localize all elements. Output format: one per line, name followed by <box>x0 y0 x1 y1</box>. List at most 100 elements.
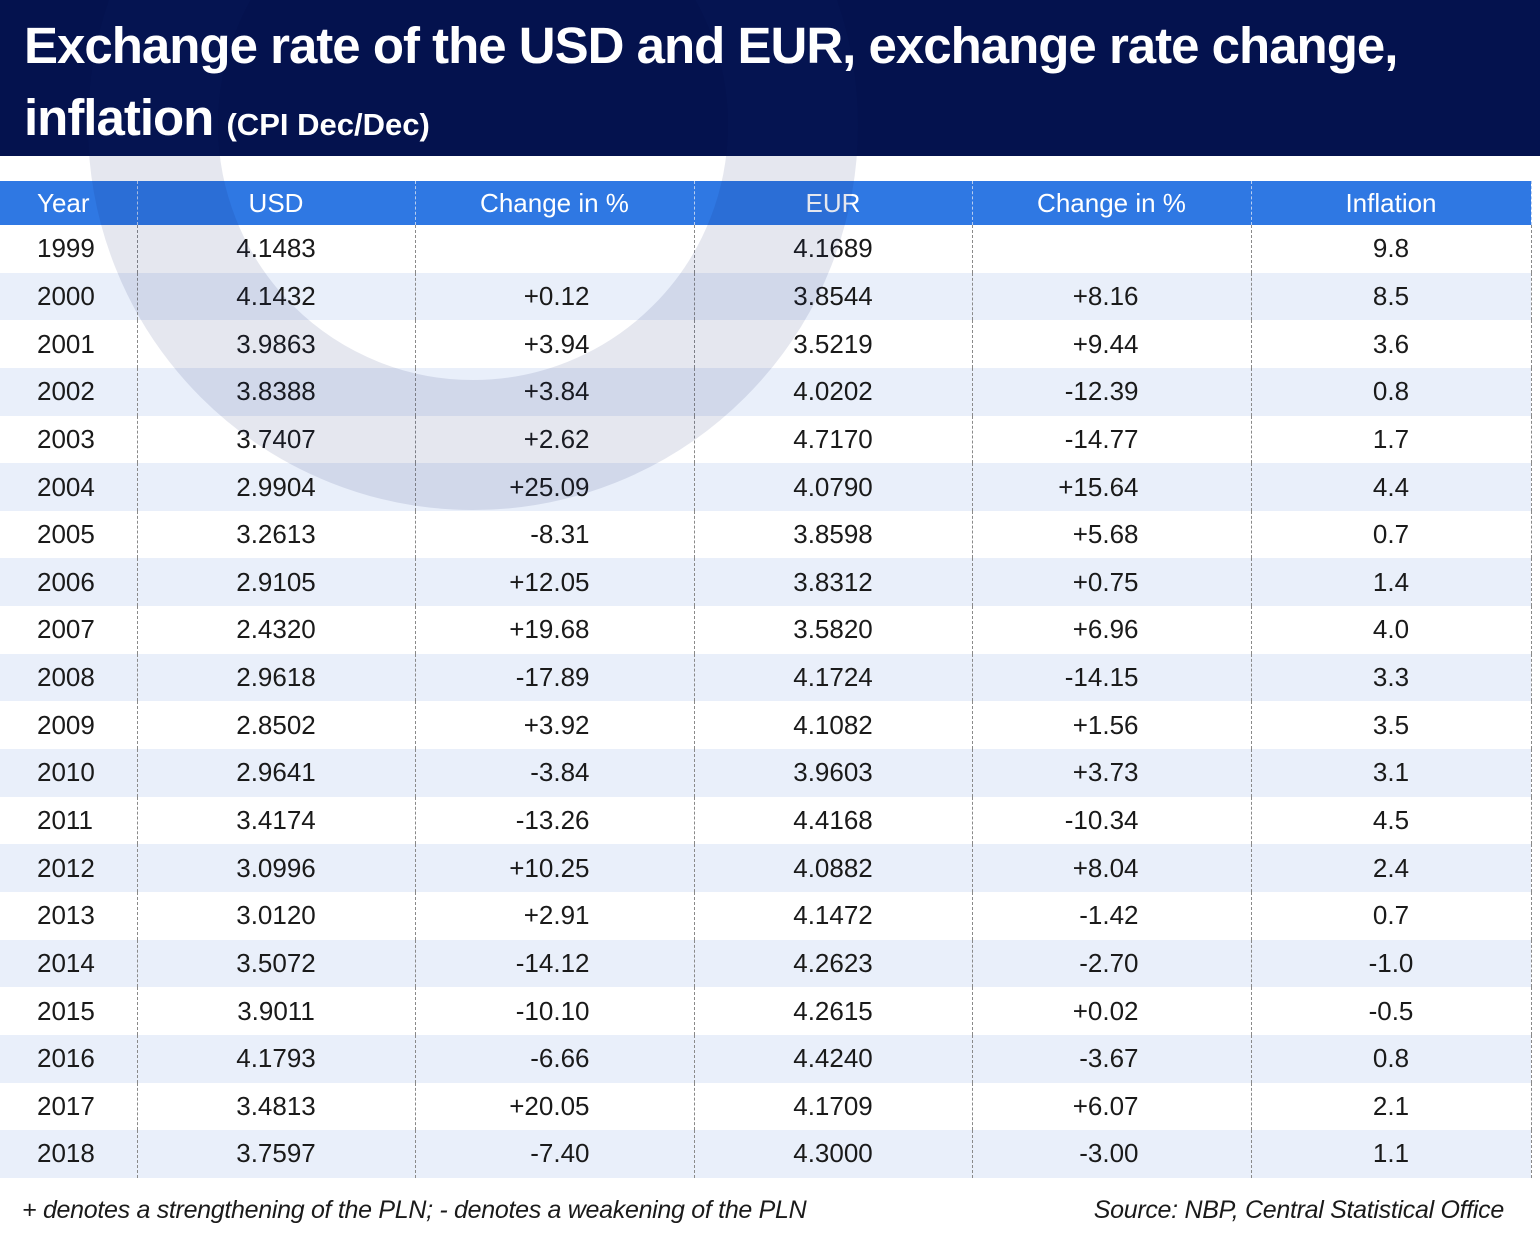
cell-inflation: 2.4 <box>1251 844 1532 892</box>
cell-eur: 4.4168 <box>694 796 973 845</box>
cell-year: 2012 <box>0 844 138 892</box>
cell-eur-change: -14.15 <box>972 653 1252 702</box>
table-row: 2002 3.8388 +3.84 4.0202 -12.39 0.8 <box>0 367 1532 416</box>
table-row: 2017 3.4813 +20.05 4.1709 +6.07 2.1 <box>0 1082 1532 1131</box>
cell-inflation: 0.7 <box>1251 510 1532 559</box>
cell-usd-change: +12.05 <box>415 558 695 607</box>
cell-usd: 2.9618 <box>137 653 416 702</box>
table-row: 2000 4.1432 +0.12 3.8544 +8.16 8.5 <box>0 272 1532 321</box>
cell-usd-change: +25.09 <box>415 463 695 511</box>
source-note: Source: NBP, Central Statistical Office <box>1093 1196 1505 1224</box>
cell-eur-change: +0.02 <box>972 987 1252 1035</box>
cell-inflation: 0.8 <box>1251 367 1532 416</box>
cell-usd-change: +2.91 <box>415 891 695 940</box>
cell-inflation: 0.8 <box>1251 1034 1532 1083</box>
cell-inflation: 9.8 <box>1251 225 1532 273</box>
cell-inflation: 3.3 <box>1251 653 1532 702</box>
cell-eur: 3.5219 <box>694 320 973 368</box>
table-row: 2007 2.4320 +19.68 3.5820 +6.96 4.0 <box>0 606 1532 654</box>
cell-eur: 4.1689 <box>694 225 973 273</box>
cell-year: 2013 <box>0 891 138 940</box>
cell-eur-change: -3.00 <box>972 1130 1252 1178</box>
cell-year: 2008 <box>0 653 138 702</box>
table-body: 1999 4.1483 4.1689 9.8 2000 4.1432 +0.12 3.8544… <box>0 225 1532 1178</box>
cell-year: 2001 <box>0 320 138 368</box>
cell-eur: 4.2615 <box>694 987 973 1035</box>
cell-eur-change: +15.64 <box>972 463 1252 511</box>
cell-year: 2006 <box>0 558 138 607</box>
cell-usd-change: -8.31 <box>415 510 695 559</box>
cell-eur: 3.8598 <box>694 510 973 559</box>
cell-eur: 4.3000 <box>694 1130 973 1178</box>
cell-usd-change: -3.84 <box>415 749 695 797</box>
cell-usd: 4.1432 <box>137 272 416 321</box>
cell-usd-change: -14.12 <box>415 939 695 988</box>
cell-eur-change: -1.42 <box>972 891 1252 940</box>
cell-usd-change: +10.25 <box>415 844 695 892</box>
table-row: 2012 3.0996 +10.25 4.0882 +8.04 2.4 <box>0 844 1532 892</box>
cell-usd: 2.9105 <box>137 558 416 607</box>
table-row: 2003 3.7407 +2.62 4.7170 -14.77 1.7 <box>0 415 1532 464</box>
cell-eur: 3.8544 <box>694 272 973 321</box>
cell-usd-change: +3.92 <box>415 701 695 750</box>
cell-eur-change: +8.04 <box>972 844 1252 892</box>
cell-eur-change: +0.75 <box>972 558 1252 607</box>
cell-usd: 2.9641 <box>137 749 416 797</box>
table-row: 2001 3.9863 +3.94 3.5219 +9.44 3.6 <box>0 320 1532 368</box>
column-header-eur-change: Change in % <box>972 181 1252 225</box>
column-header-usd-change: Change in % <box>415 181 695 225</box>
cell-inflation: -0.5 <box>1251 987 1532 1035</box>
cell-usd-change: +20.05 <box>415 1082 695 1131</box>
cell-year: 2004 <box>0 463 138 511</box>
cell-year: 1999 <box>0 225 138 273</box>
cell-inflation: 1.4 <box>1251 558 1532 607</box>
cell-usd: 3.0996 <box>137 844 416 892</box>
cell-eur-change: +6.96 <box>972 606 1252 654</box>
table-row: 2013 3.0120 +2.91 4.1472 -1.42 0.7 <box>0 891 1532 940</box>
cell-eur-change <box>972 225 1252 273</box>
table-header-row: Year USD Change in % EUR Change in % Inf… <box>0 181 1532 225</box>
cell-eur: 4.4240 <box>694 1034 973 1083</box>
table-row: 2005 3.2613 -8.31 3.8598 +5.68 0.7 <box>0 510 1532 559</box>
cell-inflation: 1.7 <box>1251 415 1532 464</box>
cell-usd: 2.8502 <box>137 701 416 750</box>
cell-eur-change: +6.07 <box>972 1082 1252 1131</box>
cell-year: 2007 <box>0 606 138 654</box>
cell-year: 2002 <box>0 367 138 416</box>
cell-usd: 2.4320 <box>137 606 416 654</box>
cell-usd: 2.9904 <box>137 463 416 511</box>
cell-usd: 3.0120 <box>137 891 416 940</box>
cell-usd: 3.4813 <box>137 1082 416 1131</box>
cell-usd: 3.7597 <box>137 1130 416 1178</box>
cell-inflation: 3.1 <box>1251 749 1532 797</box>
data-table: Year USD Change in % EUR Change in % Inf… <box>0 181 1532 1178</box>
cell-usd: 3.9863 <box>137 320 416 368</box>
cell-year: 2017 <box>0 1082 138 1131</box>
cell-eur: 3.8312 <box>694 558 973 607</box>
chart-title: Exchange rate of the USD and EUR, exchan… <box>24 10 1514 161</box>
cell-eur-change: -12.39 <box>972 367 1252 416</box>
cell-eur-change: -14.77 <box>972 415 1252 464</box>
cell-year: 2010 <box>0 749 138 797</box>
cell-usd: 3.9011 <box>137 987 416 1035</box>
cell-inflation: 3.5 <box>1251 701 1532 750</box>
cell-inflation: 8.5 <box>1251 272 1532 321</box>
cell-usd-change: -6.66 <box>415 1034 695 1083</box>
cell-usd-change: -7.40 <box>415 1130 695 1178</box>
cell-year: 2016 <box>0 1034 138 1083</box>
cell-usd-change: +19.68 <box>415 606 695 654</box>
cell-eur-change: +8.16 <box>972 272 1252 321</box>
cell-inflation: 1.1 <box>1251 1130 1532 1178</box>
cell-inflation: 0.7 <box>1251 891 1532 940</box>
column-header-usd: USD <box>137 181 416 225</box>
cell-usd-change: +3.94 <box>415 320 695 368</box>
title-banner <box>0 0 1540 156</box>
table-row: 2009 2.8502 +3.92 4.1082 +1.56 3.5 <box>0 701 1532 750</box>
cell-year: 2000 <box>0 272 138 321</box>
cell-usd: 4.1793 <box>137 1034 416 1083</box>
cell-usd: 3.4174 <box>137 796 416 845</box>
table-row: 1999 4.1483 4.1689 9.8 <box>0 225 1532 273</box>
column-header-eur: EUR <box>694 181 973 225</box>
cell-eur: 4.1472 <box>694 891 973 940</box>
cell-usd-change: +3.84 <box>415 367 695 416</box>
